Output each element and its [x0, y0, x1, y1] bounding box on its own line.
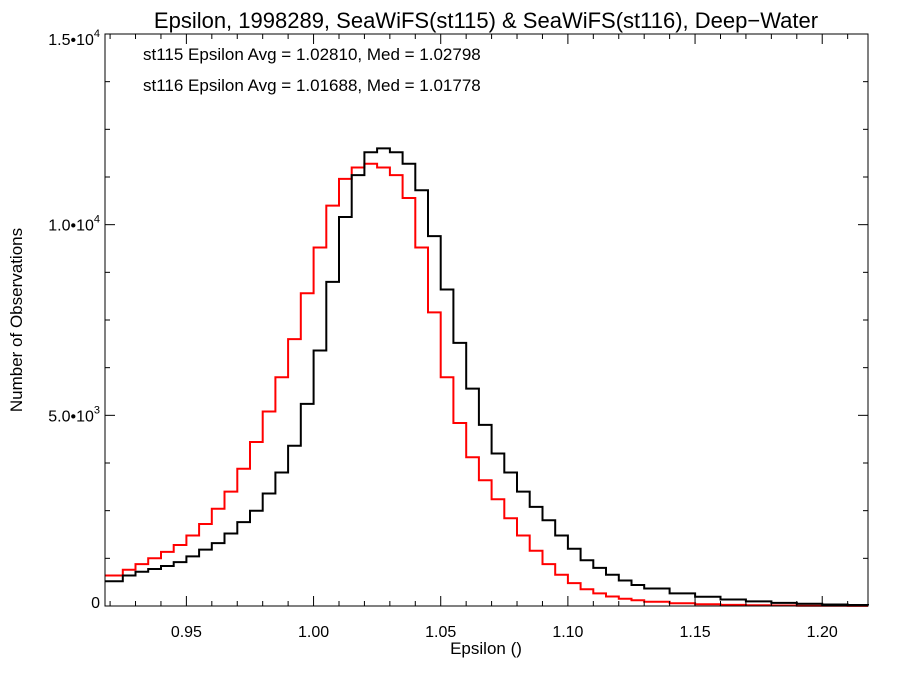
annotations: st115 Epsilon Avg = 1.02810, Med = 1.027… [143, 45, 481, 95]
x-tick-label: 1.15 [679, 624, 710, 641]
annotation-st116: st116 Epsilon Avg = 1.01688, Med = 1.017… [143, 76, 481, 95]
plot-frame [104, 33, 869, 607]
y-axis-ticks: 0 5.0•103 1.0•104 1.5•104 [48, 28, 868, 612]
y-tick-label: 0 [91, 595, 100, 612]
x-axis-label: Epsilon () [450, 639, 522, 658]
x-tick-label: 0.95 [171, 624, 202, 641]
x-axis-ticks: 0.95 1.00 1.05 1.10 1.15 1.20 [109, 34, 849, 641]
x-tick-label: 1.05 [425, 624, 456, 641]
series-st116-line [105, 162, 868, 607]
series-st115-line [105, 147, 869, 606]
chart-title: Epsilon, 1998289, SeaWiFS(st115) & SeaWi… [154, 8, 818, 33]
x-tick-label: 1.00 [298, 624, 329, 641]
y-axis-label: Number of Observations [7, 228, 26, 412]
y-tick-label: 1.0•104 [48, 214, 100, 235]
series-layer [105, 147, 869, 607]
y-tick-label: 5.0•103 [48, 404, 100, 425]
annotation-st115: st115 Epsilon Avg = 1.02810, Med = 1.027… [143, 45, 481, 64]
x-tick-label: 1.10 [552, 624, 583, 641]
x-tick-label: 1.20 [807, 624, 838, 641]
y-tick-label: 1.5•104 [48, 28, 100, 49]
